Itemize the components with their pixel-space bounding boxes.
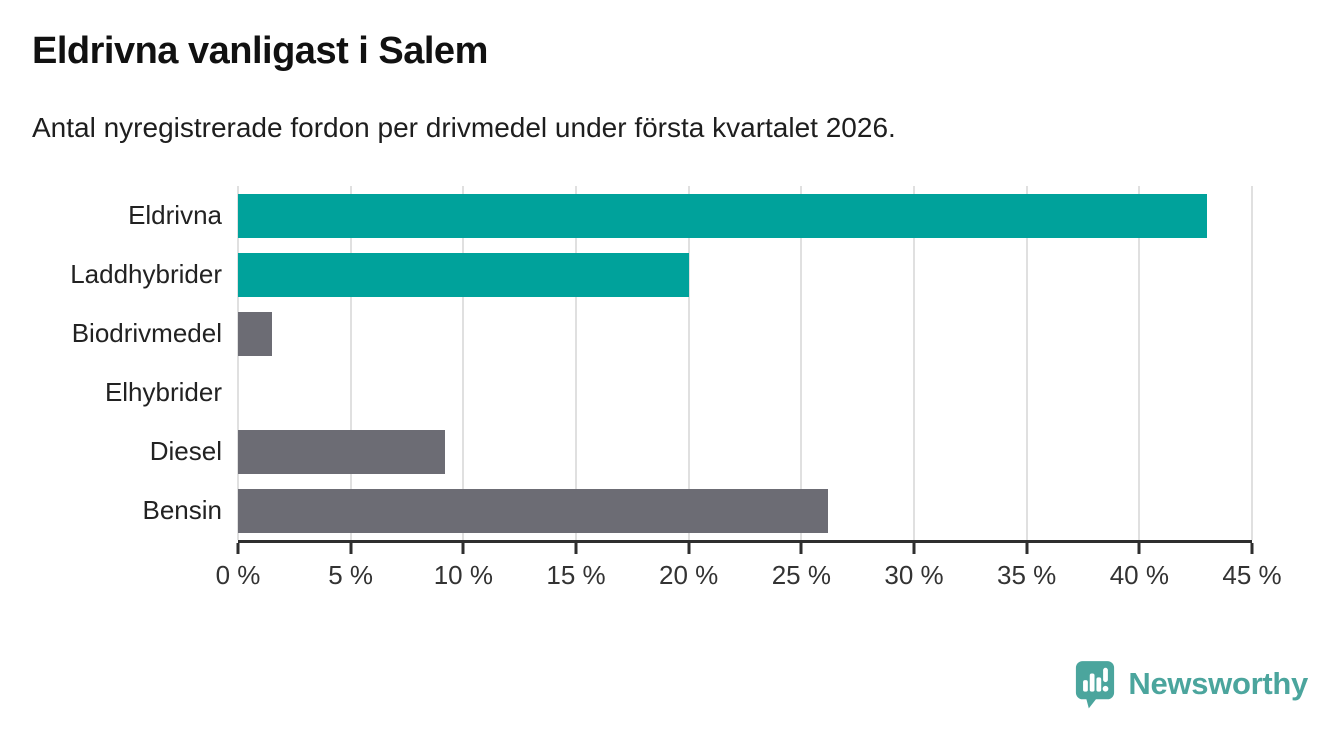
x-axis-tick (1025, 543, 1029, 554)
bar-bensin (238, 488, 829, 533)
y-axis-label: Diesel (149, 436, 222, 466)
bar-row (238, 422, 1252, 481)
x-axis-tick (799, 543, 803, 554)
bar-biodrivmedel (238, 311, 272, 356)
newsworthy-logo-text: Newsworthy (1128, 666, 1308, 701)
bar-row (238, 304, 1252, 363)
x-axis-tick (461, 543, 465, 554)
x-axis-tick (236, 543, 240, 554)
chart-title: Eldrivna vanligast i Salem (32, 30, 488, 72)
x-axis-tick-label: 45 % (1222, 560, 1282, 590)
newsworthy-logo: Newsworthy (1074, 659, 1308, 709)
x-axis-tick (687, 543, 691, 554)
x-axis-tick-label: 30 % (884, 560, 944, 590)
x-axis-tick-label: 25 % (771, 560, 831, 590)
bar-row (238, 245, 1252, 304)
bar-rows (238, 186, 1252, 540)
x-axis-tick-label: 40 % (1109, 560, 1169, 590)
x-axis-tick (574, 543, 578, 554)
bar-diesel (238, 429, 446, 474)
x-axis-tick-label: 35 % (997, 560, 1057, 590)
x-axis-tick (349, 543, 353, 554)
x-axis-tick (1250, 543, 1254, 554)
gridline (1138, 186, 1141, 540)
bar-row (238, 481, 1252, 540)
y-axis-label: Laddhybrider (70, 259, 222, 289)
gridline (462, 186, 465, 540)
x-axis-tick-label: 5 % (328, 560, 374, 590)
y-axis-label: Bensin (142, 495, 223, 525)
chart-subtitle: Antal nyregistrerade fordon per drivmede… (32, 112, 896, 143)
gridline (349, 186, 352, 540)
gridline (575, 186, 577, 540)
gridline (687, 186, 690, 540)
y-axis-label: Eldrivna (128, 200, 222, 230)
gridline (237, 186, 239, 540)
x-axis-tick (912, 543, 916, 554)
x-axis-tick-label: 0 % (215, 560, 261, 590)
x-axis-tick-label: 10 % (433, 560, 493, 590)
newsworthy-speech-bubble-chart-icon (1074, 659, 1116, 709)
y-axis-label: Biodrivmedel (71, 318, 222, 348)
gridline (800, 186, 803, 540)
gridline (913, 186, 915, 540)
bar-row (238, 363, 1252, 422)
x-axis-tick-label: 15 % (546, 560, 606, 590)
bar-eldrivna (238, 193, 1207, 238)
gridline (1251, 186, 1253, 540)
bar-laddhybrider (238, 252, 689, 297)
x-axis: 0 % 5 % 10 % 15 % 20 % 25 % 30 % 35 % 40 % 45 % (216, 540, 1282, 590)
x-axis-tick (1137, 543, 1141, 554)
gridline (1025, 186, 1028, 540)
x-axis-tick-label: 20 % (659, 560, 719, 590)
y-axis-labels: Eldrivna Laddhybrider Biodrivmedel Elhybrid… (0, 186, 222, 540)
plot-area (237, 186, 1253, 540)
y-axis-label: Elhybrider (104, 377, 222, 407)
bar-row (238, 186, 1252, 245)
